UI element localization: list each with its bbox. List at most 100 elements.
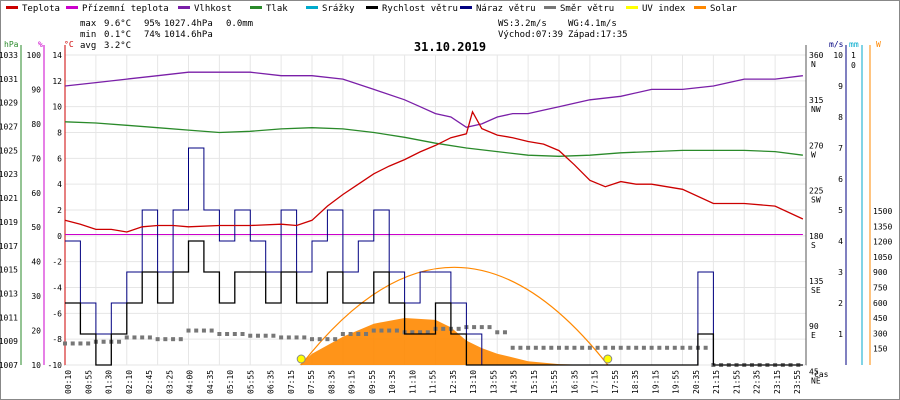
axis-tick-dir: 135 (809, 277, 824, 286)
legend-label: Srážky (322, 4, 355, 14)
series-wind-dir-point (86, 341, 91, 346)
series-wind-dir-point (124, 335, 129, 340)
series-wind-dir-point (286, 335, 291, 340)
axis-tick-dir: 315 (809, 96, 824, 105)
axis-tick-dir: 90 (809, 322, 819, 331)
axis-tick-left: 40 (31, 258, 41, 267)
axis-tick-left: 2 (57, 206, 62, 215)
axis-tick-left: 1027 (0, 123, 18, 132)
x-tick-label: 08:35 (327, 370, 336, 394)
axis-tick-left: 4 (57, 180, 62, 189)
axis-tick-dir: 45 (809, 367, 819, 376)
series-wind-dir-point (441, 326, 446, 331)
series-wind-dir-point (225, 332, 230, 336)
legend-swatch (66, 6, 78, 9)
series-wind-dir-point (394, 328, 399, 333)
legend-swatch (544, 6, 556, 9)
axis-tick-ms: 9 (838, 82, 843, 91)
axis-tick-w: 900 (873, 268, 888, 277)
stat-min-hum: 74% (144, 30, 161, 40)
x-tick-label: 13:55 (489, 370, 498, 394)
axis-tick-left: 1021 (0, 194, 18, 203)
axis-tick-left: 1015 (0, 266, 18, 275)
axis-tick-left: 0 (57, 232, 62, 241)
series-wind-dir-point (371, 328, 376, 333)
series-wind-dir-point (541, 345, 546, 350)
series-wind-dir-point (263, 333, 268, 338)
series-wind-dir-point (418, 330, 423, 335)
sunrise-marker (296, 354, 306, 364)
series-wind-dir-point (526, 345, 531, 350)
axis-tick-left: 1013 (0, 289, 18, 298)
series-wind-dir-point (194, 328, 199, 333)
axis-tick-w: 1200 (873, 238, 892, 247)
axis-tick-dir-card: E (811, 331, 816, 340)
axis-tick-dir: 360 (809, 51, 824, 60)
series-wind-dir-point (379, 328, 384, 333)
axis-tick-ms: 8 (838, 113, 843, 122)
series-wind-dir-point (163, 337, 168, 342)
axis-tick-left: 1019 (0, 218, 18, 227)
series-wind-dir-point (78, 341, 83, 346)
series-marks (63, 71, 804, 367)
legend-label: Vlhkost (194, 4, 232, 14)
stat-max-temp: 9.6°C (104, 19, 131, 29)
series-wind-dir-point (634, 345, 639, 350)
x-tick-label: 05:55 (246, 370, 255, 394)
series-wind-dir-point (641, 345, 646, 350)
axis-tick-left: 1031 (0, 75, 18, 84)
axis-tick-dir-card: W (811, 150, 816, 159)
x-tick-label: 03:25 (165, 370, 174, 394)
legend-swatch (178, 6, 190, 9)
series-wind-dir-point (217, 332, 222, 336)
x-tick-label: 17:15 (591, 370, 600, 394)
axis-tick-left: -6 (52, 309, 62, 318)
legend-label: Rychlost větru (382, 4, 458, 14)
series-wind-dir-point (587, 345, 592, 350)
series-wind-dir-point (502, 330, 507, 335)
axis-unit-ms: m/s (829, 40, 844, 49)
stat-max-press: 1027.4hPa (164, 19, 213, 29)
axis-tick-left: 60 (31, 189, 41, 198)
axis-tick-w: 1350 (873, 222, 892, 231)
series-wind-dir-point (387, 328, 392, 333)
series-wind-dir-point (171, 337, 176, 342)
x-tick-label: 00:10 (64, 370, 73, 394)
series-wind-dir-point (317, 337, 322, 342)
x-tick-label: 05:10 (226, 370, 235, 394)
series-wind-dir-point (665, 345, 670, 350)
axis-tick-left: 1023 (0, 170, 18, 179)
axis-unit-w: W (876, 40, 881, 49)
axis-tick-w: 300 (873, 329, 888, 338)
axis-tick-dir-card: SE (811, 286, 821, 295)
series-wind-dir-point (140, 335, 145, 340)
x-tick-label: 20:35 (692, 370, 701, 394)
series-wind-dir-point (340, 332, 345, 336)
legend-swatch (460, 6, 472, 9)
x-tick-label: 13:10 (469, 370, 478, 394)
series-wind-dir-point (201, 328, 206, 333)
series-wind-dir-point (348, 332, 353, 336)
series-wind-dir-point (564, 345, 569, 350)
axis-tick-left: 1029 (0, 99, 18, 108)
axis-tick-w: 450 (873, 314, 888, 323)
series-wind-dir-point (356, 332, 361, 336)
axis-tick-left: 12 (52, 77, 62, 86)
axis-tick-dir: 180 (809, 232, 824, 241)
legend-label: Tlak (266, 4, 288, 14)
axis-tick-left: 10 (52, 103, 62, 112)
axis-tick-w: 1500 (873, 207, 892, 216)
x-tick-label: 16:35 (570, 370, 579, 394)
x-tick-label: 07:15 (287, 370, 296, 394)
info-wg: WG:4.1m/s (568, 19, 617, 29)
axis-tick-w: 750 (873, 284, 888, 293)
series-wind-dir-point (557, 345, 561, 350)
axis-tick-dir: 225 (809, 187, 824, 196)
x-tick-label: 21:15 (712, 370, 721, 394)
series-wind-dir-point (487, 325, 492, 330)
legend-swatch (306, 6, 318, 9)
axis-unit-left: hPa (4, 40, 19, 49)
legend-label: Solar (710, 4, 738, 14)
x-tick-label: 11:10 (408, 370, 417, 394)
legend-swatch (6, 6, 18, 9)
